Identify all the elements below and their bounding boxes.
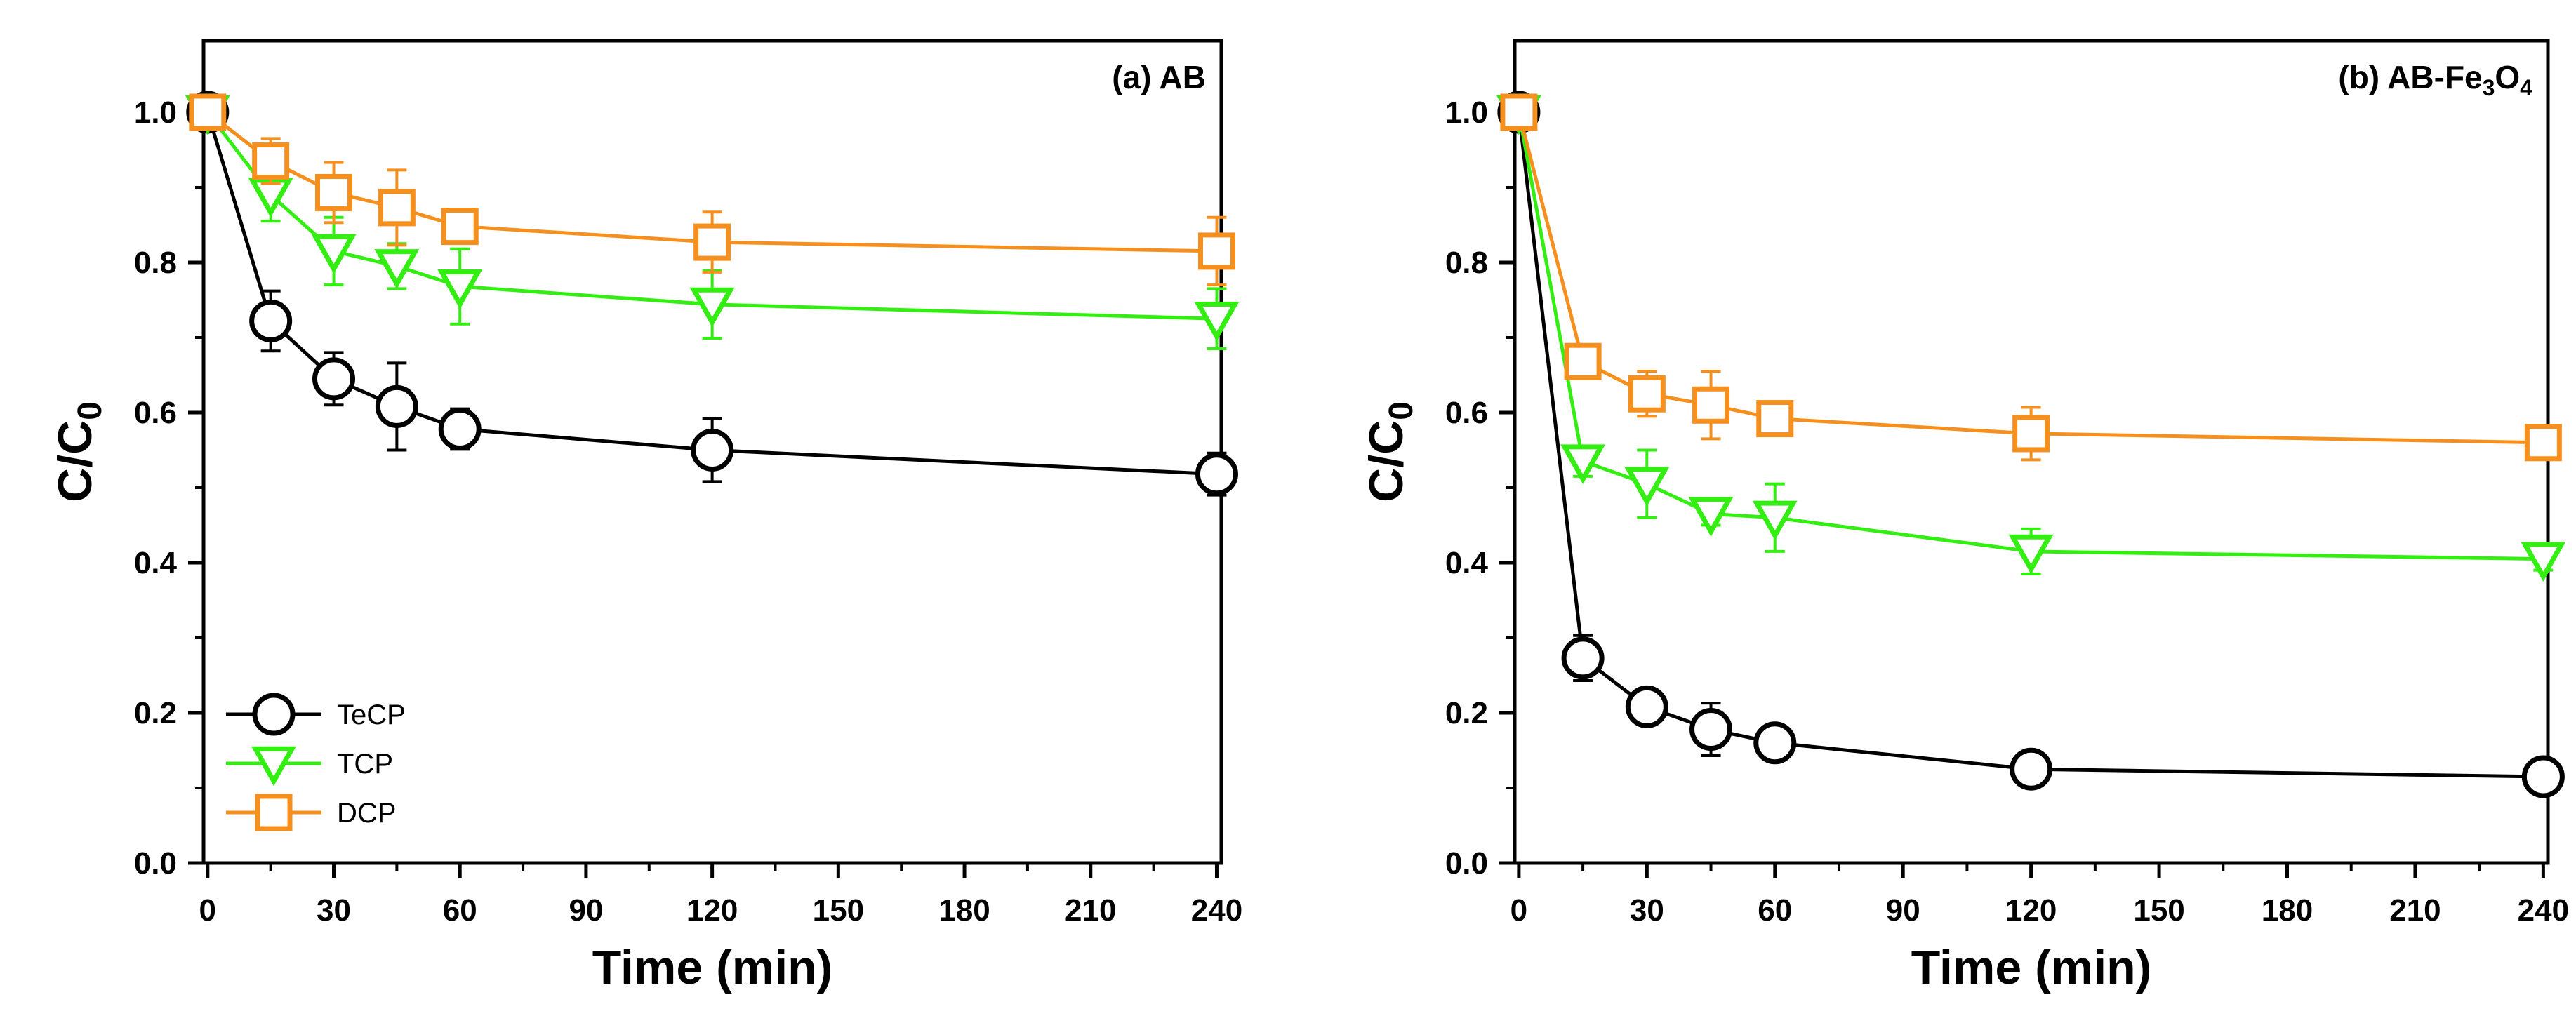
data-point-DCP bbox=[1692, 386, 1730, 424]
data-point-DCP bbox=[693, 223, 731, 261]
data-point-DCP bbox=[315, 173, 353, 211]
data-point-TeCP bbox=[1561, 636, 1605, 680]
y-tick-label: 0.4 bbox=[134, 546, 178, 580]
data-point-TCP bbox=[1752, 500, 1798, 541]
data-point-TeCP bbox=[312, 357, 356, 401]
data-point-TCP bbox=[2008, 534, 2054, 575]
panel-title-subscript: 3 bbox=[2483, 75, 2495, 100]
y-tick-label: 0.6 bbox=[1445, 396, 1488, 430]
y-axis-title: C/C0 bbox=[1360, 401, 1420, 502]
y-tick-label: 0.8 bbox=[1445, 246, 1488, 280]
x-tick-label: 210 bbox=[1065, 893, 1116, 928]
data-point-DCP bbox=[2524, 424, 2562, 462]
data-point-DCP bbox=[1197, 232, 1235, 270]
data-point-TeCP bbox=[249, 299, 293, 342]
x-tick-label: 240 bbox=[2518, 893, 2569, 928]
panel-title-part: O bbox=[2495, 59, 2520, 95]
data-point-TeCP bbox=[375, 385, 418, 428]
x-tick-label: 120 bbox=[686, 893, 738, 928]
data-point-DCP bbox=[1500, 93, 1538, 131]
data-point-TeCP bbox=[1195, 453, 1238, 496]
x-tick-label: 210 bbox=[2389, 893, 2441, 928]
x-tick-label: 90 bbox=[1886, 893, 1920, 928]
series-DCP bbox=[1500, 93, 2562, 462]
panel-title-part: (b) AB-Fe bbox=[2338, 59, 2482, 95]
data-point-TCP bbox=[2521, 542, 2566, 582]
x-tick-label: 60 bbox=[1758, 893, 1792, 928]
data-point-DCP bbox=[2012, 415, 2050, 453]
panel-title-part: (a) AB bbox=[1112, 59, 1206, 95]
x-axis-title: Time (min) bbox=[592, 941, 833, 994]
data-point-DCP bbox=[252, 142, 290, 180]
data-point-TCP bbox=[437, 269, 483, 309]
x-tick-label: 90 bbox=[569, 893, 603, 928]
series-line-DCP bbox=[1517, 112, 2544, 445]
x-tick-label: 180 bbox=[2262, 893, 2313, 928]
x-tick-label: 120 bbox=[2005, 893, 2057, 928]
x-tick-label: 150 bbox=[813, 893, 864, 928]
data-point-TeCP bbox=[438, 408, 482, 451]
y-axis-title: C/C0 bbox=[48, 401, 109, 502]
data-point-TeCP bbox=[1753, 721, 1797, 765]
data-point-TCP bbox=[689, 287, 735, 328]
panel-title-subscript: 4 bbox=[2520, 75, 2532, 100]
x-tick-label: 180 bbox=[938, 893, 990, 928]
chart-panel-a: 0 30 60 90 120 150 180 210 240 0.0 0.2 0.4 0.6 0.8 1.0… bbox=[48, 39, 1242, 994]
y-tick-label: 1.0 bbox=[1445, 95, 1488, 130]
legend-label-DCP: DCP bbox=[337, 798, 396, 829]
data-point-DCP bbox=[1564, 342, 1602, 380]
data-point-TCP bbox=[1624, 467, 1670, 507]
data-point-DCP bbox=[441, 208, 479, 246]
x-tick-label: 30 bbox=[1630, 893, 1664, 928]
x-axis-title: Time (min) bbox=[1911, 941, 2152, 994]
data-point-TeCP bbox=[2010, 747, 2053, 791]
data-point-TCP bbox=[1688, 497, 1734, 537]
y-axis-title-main: C/C bbox=[48, 420, 102, 502]
y-axis-title-main: C/C bbox=[1360, 420, 1413, 502]
series-DCP bbox=[189, 93, 1235, 287]
x-tick-label: 0 bbox=[1511, 893, 1527, 928]
y-tick-label: 0.8 bbox=[134, 246, 177, 280]
y-tick-label: 0.2 bbox=[1445, 696, 1488, 730]
y-tick-label: 0.6 bbox=[134, 396, 177, 430]
panel-title: (a) AB bbox=[1112, 59, 1206, 95]
data-point-TCP bbox=[1194, 302, 1240, 342]
data-point-TCP bbox=[374, 249, 420, 289]
x-tick-label: 240 bbox=[1191, 893, 1242, 928]
data-point-TeCP bbox=[1689, 708, 1733, 751]
y-tick-label: 0.0 bbox=[134, 846, 177, 881]
x-tick-label: 0 bbox=[199, 893, 216, 928]
y-tick-label: 0.2 bbox=[134, 696, 177, 730]
data-point-DCP bbox=[189, 93, 227, 131]
data-point-TeCP bbox=[691, 428, 734, 472]
series-TCP bbox=[1496, 95, 2566, 582]
data-point-TeCP bbox=[2521, 755, 2565, 798]
x-tick-label: 150 bbox=[2133, 893, 2184, 928]
y-tick-label: 0.4 bbox=[1445, 546, 1489, 580]
legend-label-TeCP: TeCP bbox=[337, 700, 406, 730]
y-tick-label: 0.0 bbox=[1445, 846, 1488, 881]
x-tick-label: 30 bbox=[317, 893, 351, 928]
legend-marker-TeCP bbox=[252, 693, 296, 736]
data-point-TCP bbox=[1560, 444, 1606, 484]
x-tick-label: 60 bbox=[443, 893, 477, 928]
legend-marker-DCP bbox=[255, 794, 293, 831]
panel-title: (b) AB-Fe3O4 bbox=[2338, 59, 2532, 100]
legend: TeCP TCP DCP bbox=[226, 693, 406, 831]
y-axis-title-subscript: 0 bbox=[72, 401, 109, 420]
data-point-TCP bbox=[311, 234, 357, 274]
series-line-TCP bbox=[1517, 112, 2544, 561]
data-point-TeCP bbox=[1625, 685, 1668, 728]
legend-marker-TCP bbox=[251, 746, 296, 787]
y-tick-label: 1.0 bbox=[134, 95, 177, 130]
chart-panel-b: 0 30 60 90 120 150 180 210 2400.00.20.40.60.81.0… bbox=[1360, 39, 2569, 994]
y-axis-title-subscript: 0 bbox=[1383, 401, 1420, 420]
data-point-DCP bbox=[1756, 400, 1794, 438]
legend-label-TCP: TCP bbox=[337, 749, 393, 780]
data-point-DCP bbox=[378, 189, 416, 227]
data-point-DCP bbox=[1628, 375, 1666, 413]
